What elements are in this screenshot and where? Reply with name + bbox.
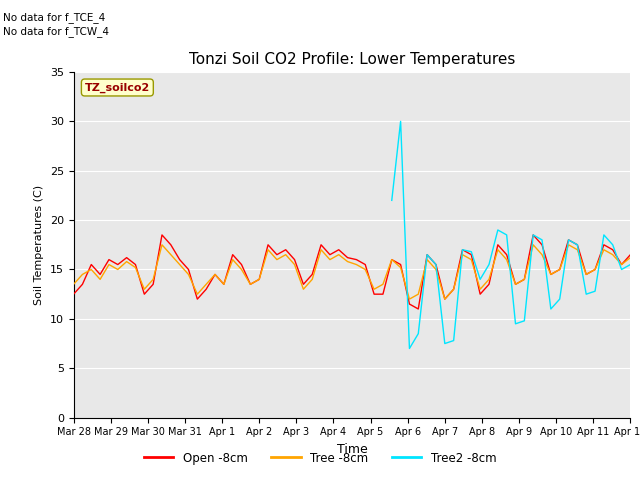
- Text: No data for f_TCW_4: No data for f_TCW_4: [3, 26, 109, 37]
- Y-axis label: Soil Temperatures (C): Soil Temperatures (C): [34, 185, 44, 305]
- X-axis label: Time: Time: [337, 443, 367, 456]
- Text: No data for f_TCE_4: No data for f_TCE_4: [3, 12, 106, 23]
- Text: TZ_soilco2: TZ_soilco2: [84, 83, 150, 93]
- Title: Tonzi Soil CO2 Profile: Lower Temperatures: Tonzi Soil CO2 Profile: Lower Temperatur…: [189, 52, 515, 67]
- Legend: Open -8cm, Tree -8cm, Tree2 -8cm: Open -8cm, Tree -8cm, Tree2 -8cm: [139, 447, 501, 469]
